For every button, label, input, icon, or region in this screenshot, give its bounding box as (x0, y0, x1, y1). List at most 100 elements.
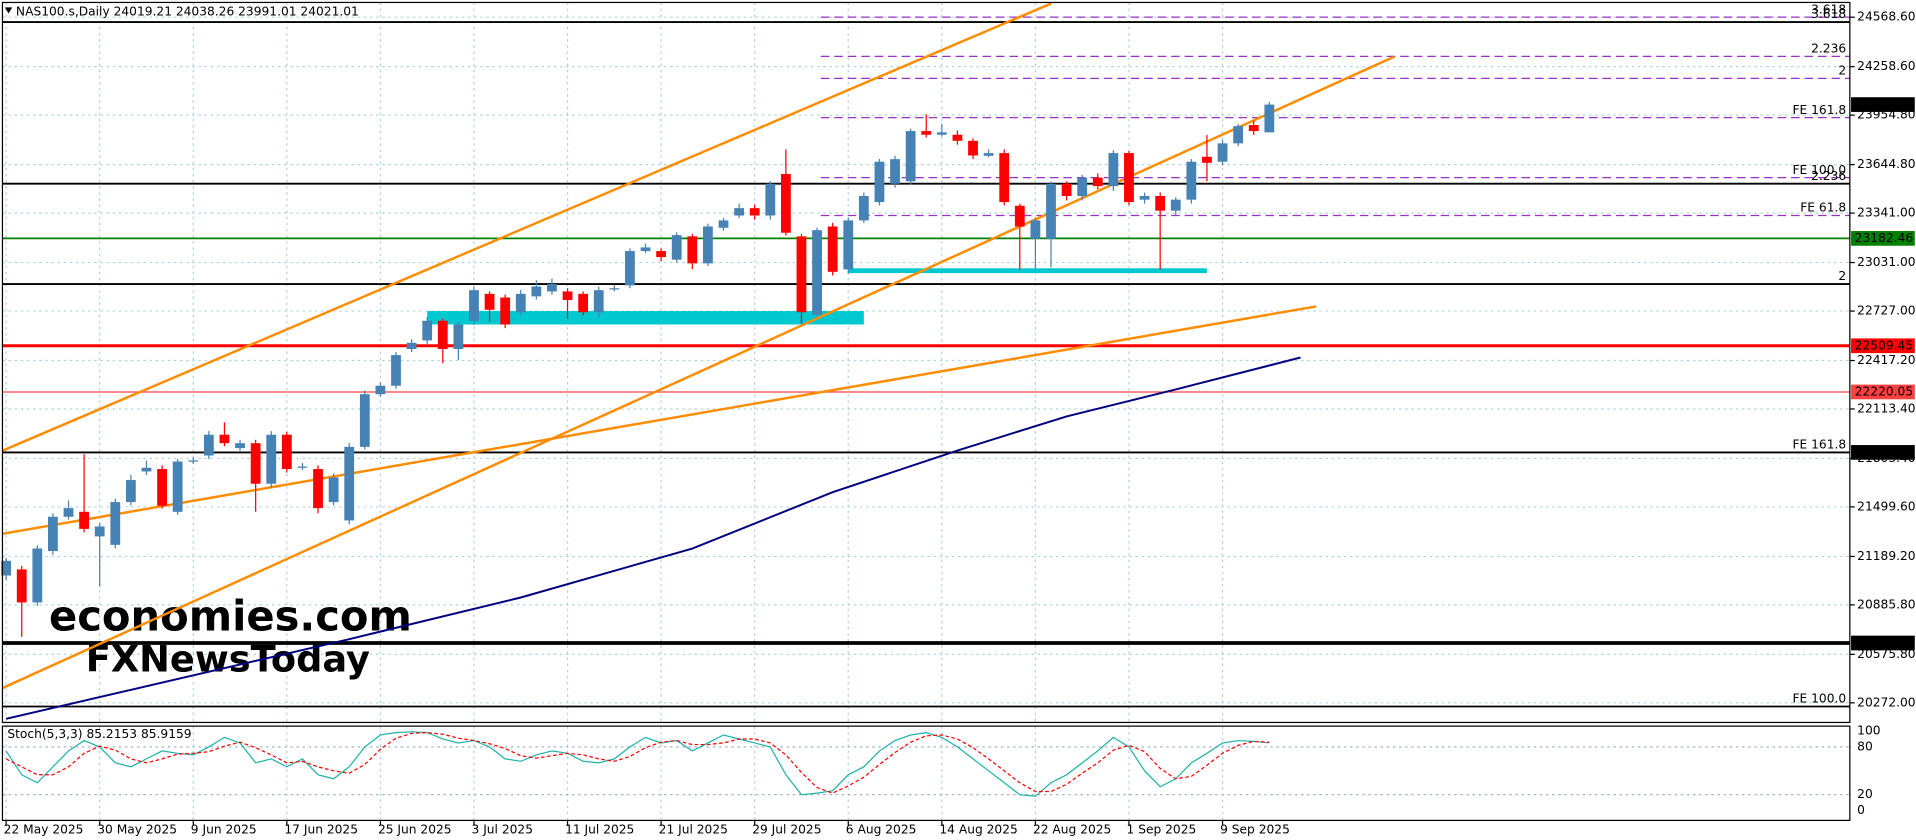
candle-body (749, 208, 760, 216)
x-tick-label: 14 Aug 2025 (939, 823, 1017, 837)
x-tick-label: 29 Jul 2025 (752, 823, 821, 837)
candle-body (812, 230, 822, 315)
candle-body (874, 161, 885, 203)
y-tick-label: 24568.60 (1857, 10, 1915, 24)
candle-body (905, 131, 916, 182)
y-tick-label: 21189.20 (1857, 549, 1915, 563)
candle-body (1155, 196, 1166, 211)
level-tag: 22220.05 (1855, 384, 1913, 398)
level-tag-box (1851, 384, 1915, 400)
candle-body (1077, 177, 1088, 197)
candle-body (1139, 196, 1150, 200)
candle-body (235, 443, 245, 449)
candle-body (547, 284, 557, 292)
main-panel-border (1, 1, 1851, 724)
candle-body (484, 293, 495, 310)
candle-body (952, 134, 963, 141)
y-tick-label: 23341.00 (1857, 206, 1915, 220)
indicator-title: Stoch(5,3,3) 85.2153 85.9159 (7, 727, 191, 741)
x-tick-label: 1 Sep 2025 (1127, 823, 1197, 837)
level-label: FE 161.8 (1792, 438, 1846, 452)
stoch-panel-border (1, 725, 1851, 822)
x-tick-label: 9 Sep 2025 (1220, 823, 1290, 837)
candle-body (79, 511, 90, 529)
candle-body (63, 508, 74, 517)
candle-body (625, 251, 635, 286)
level-tag-box (1851, 338, 1915, 354)
moving-average (5, 356, 1301, 720)
level-tag-box (1851, 231, 1915, 246)
fib-label: FE 61.8 (1800, 201, 1846, 215)
menu-icon (4, 7, 13, 14)
candle-body (250, 443, 261, 484)
candle-body (1061, 183, 1072, 197)
x-tick-label: 17 Jun 2025 (284, 823, 358, 837)
y-tick-label: 22417.20 (1857, 353, 1915, 367)
candle-body (1186, 161, 1197, 200)
candle-body (1264, 104, 1275, 133)
candle-body (141, 467, 152, 472)
candle-body (391, 355, 401, 386)
candle-body (515, 293, 526, 313)
candle-body (1046, 183, 1056, 239)
fib-label: 2.236 (1811, 42, 1846, 56)
y-tick-label: 20885.80 (1857, 597, 1915, 611)
candle-body (1092, 177, 1103, 187)
candle-body (687, 236, 698, 264)
candle-body (469, 290, 479, 321)
zone (848, 268, 1207, 274)
fib-label: 3.618 (1811, 2, 1846, 16)
candle-body (328, 477, 339, 503)
candle-body (968, 140, 978, 156)
level-tag-box (1851, 97, 1915, 112)
trendline (2, 2, 1052, 452)
fib-label: 2 (1838, 64, 1846, 78)
zone (427, 311, 864, 325)
y-tick-label: 21499.60 (1857, 499, 1915, 513)
candle-body (313, 469, 323, 509)
candle-body (1108, 153, 1119, 187)
trendline (2, 305, 1317, 536)
fib-label: FE 100.0 (1792, 163, 1846, 177)
y-tick-label: 0 (1857, 803, 1865, 817)
x-tick-label: 25 Jun 2025 (378, 823, 452, 837)
y-tick-label: 100 (1857, 724, 1880, 738)
candle-body (500, 297, 511, 325)
candle-body (983, 153, 994, 156)
candle-body (172, 461, 183, 512)
candle-body (375, 385, 386, 395)
x-tick-label: 9 Jun 2025 (191, 823, 257, 837)
candle-body (422, 320, 433, 341)
candle-body (765, 183, 776, 216)
candle-body (843, 220, 854, 270)
level-tag: 21841.30 (1855, 445, 1913, 459)
y-tick-label: 22727.00 (1857, 304, 1915, 318)
level-tag: 20646.85 (1855, 636, 1913, 650)
candle-body (890, 159, 900, 184)
candle-body (297, 466, 308, 468)
y-tick-label: 80 (1857, 739, 1873, 753)
level-label: 3.618 (1811, 7, 1846, 21)
candle-body (32, 548, 43, 603)
chart-title: NAS100.s,Daily 24019.21 24038.26 23991.0… (16, 5, 359, 19)
y-tick-label: 23031.00 (1857, 255, 1915, 269)
y-tick-label: 22113.40 (1857, 401, 1915, 415)
y-tick-label: 23644.80 (1857, 157, 1915, 171)
candle-body (94, 526, 105, 537)
candle-body (110, 502, 121, 545)
candle-body (578, 293, 589, 313)
candle-body (48, 516, 58, 552)
level-label: 2 (1838, 269, 1846, 283)
stoch-line (5, 731, 1270, 797)
candle-body (703, 226, 713, 264)
candle-body (1124, 153, 1134, 203)
candle-body (1217, 143, 1228, 162)
level-tag-box (1851, 635, 1915, 651)
candle-body (188, 460, 199, 462)
watermark: economies.com (49, 592, 412, 641)
y-tick-label: 24258.60 (1857, 59, 1915, 73)
level-label: FE 100.0 (1792, 692, 1846, 706)
stoch-line (5, 731, 1270, 794)
